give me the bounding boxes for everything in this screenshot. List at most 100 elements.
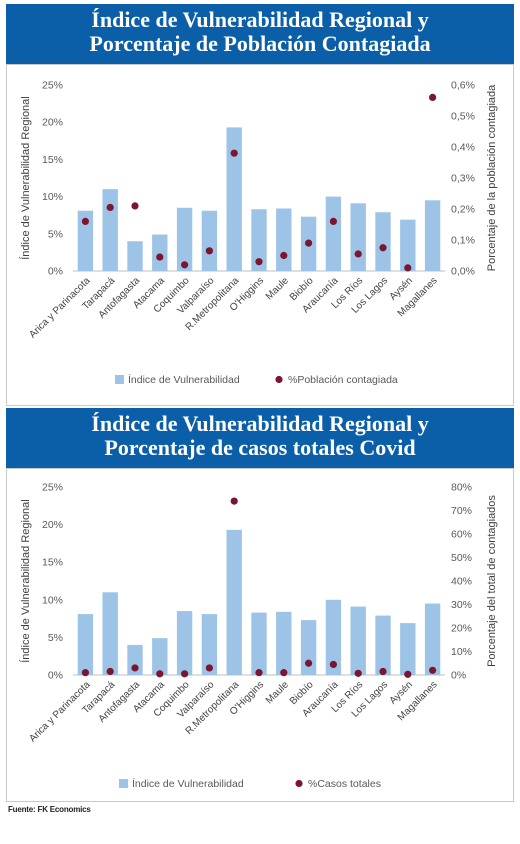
data-point <box>255 258 263 266</box>
bar <box>152 234 168 271</box>
bar <box>201 614 218 675</box>
data-point <box>329 660 337 669</box>
y-tick-label: 25% <box>42 80 63 92</box>
y-tick-label: 25% <box>42 482 63 494</box>
data-point <box>305 659 313 667</box>
data-point <box>230 497 238 505</box>
y-axis-title: Índice de Vulnerabilidad Regional <box>19 499 32 663</box>
data-point <box>354 250 362 258</box>
data-point <box>81 217 89 225</box>
x-tick-label: Maule <box>264 679 291 706</box>
data-point <box>280 669 288 677</box>
data-point <box>404 264 412 272</box>
bar <box>325 599 342 675</box>
y2-tick-label: 30% <box>451 599 472 611</box>
y-tick-label: 5% <box>48 632 63 644</box>
data-point <box>106 203 114 212</box>
chart-title-2-line-2: Porcentaje de casos totales Covid <box>104 435 416 460</box>
data-point <box>131 202 139 210</box>
y2-axis-title: Porcentaje del total de contagiados <box>486 495 498 667</box>
chart-area-1: 0% 5% 10% 15% 20% 25% 0,0% 0,1% 0,2% 0,3% 0,4% 0,5%… <box>6 64 514 406</box>
bar <box>102 189 118 271</box>
y2-tick-label: 0,1% <box>451 235 475 247</box>
bar <box>424 200 441 271</box>
chart-svg-1: 0% 5% 10% 15% 20% 25% 0,0% 0,1% 0,2% 0,3% 0,4% 0,5%… <box>19 80 498 387</box>
legend-label-points: %Casos totales <box>308 778 381 790</box>
y-tick-label: 15% <box>42 154 63 166</box>
bar <box>375 212 391 271</box>
bar <box>400 219 416 271</box>
y2-tick-label: 0,0% <box>451 266 475 278</box>
chart-title-1: Índice de Vulnerabilidad Regional y Porc… <box>6 4 514 64</box>
bar <box>201 210 218 271</box>
legend-swatch-points <box>295 779 303 788</box>
data-point <box>181 261 189 269</box>
y-tick-label: 5% <box>48 228 63 240</box>
data-point <box>205 247 213 255</box>
bar <box>424 603 441 675</box>
y-axis-title: Índice de Vulnerabilidad Regional <box>19 96 32 260</box>
bar <box>350 203 366 271</box>
chart-title-2-line-1: Índice de Vulnerabilidad Regional y <box>91 411 429 436</box>
bar <box>77 210 94 271</box>
y2-tick-label: 50% <box>451 552 472 564</box>
chart-title-1-line-2: Porcentaje de Población Contagiada <box>89 31 431 56</box>
bar <box>276 208 292 271</box>
y2-tick-label: 70% <box>451 505 472 517</box>
y2-tick-label: 0,6% <box>451 80 475 92</box>
y-tick-label: 10% <box>42 594 63 606</box>
y2-tick-label: 0% <box>451 670 466 682</box>
legend-swatch-bars <box>115 375 124 384</box>
y2-tick-label: 0,3% <box>451 173 475 185</box>
chart-title-2: Índice de Vulnerabilidad Regional y Porc… <box>6 408 514 468</box>
bar <box>251 612 267 675</box>
bar <box>276 611 292 675</box>
legend-label-bars: Índice de Vulnerabilidad <box>128 373 240 386</box>
y-tick-label: 0% <box>48 266 63 278</box>
y2-tick-label: 0,5% <box>451 111 475 123</box>
data-point <box>305 239 313 247</box>
y2-tick-label: 40% <box>451 576 472 588</box>
data-point <box>205 664 213 672</box>
bar <box>400 623 416 675</box>
bar <box>350 606 366 675</box>
bar <box>77 614 94 675</box>
x-tick-label: Maule <box>264 275 291 302</box>
data-point <box>181 670 189 678</box>
y-tick-label: 10% <box>42 191 63 203</box>
bar <box>251 209 267 271</box>
data-point <box>379 667 387 676</box>
bar <box>102 592 118 675</box>
bar <box>176 207 193 271</box>
data-point <box>429 93 437 101</box>
data-point <box>329 217 337 225</box>
y2-tick-label: 20% <box>451 623 472 635</box>
y-tick-label: 0% <box>48 670 63 682</box>
bar <box>152 638 168 675</box>
data-point <box>81 669 89 677</box>
legend-swatch-points <box>275 375 283 384</box>
chart-svg-2: 0% 5% 10% 15% 20% 25% 0% 10% 20% 30% 40% 50% 60% 70% 8… <box>19 482 498 791</box>
data-point <box>379 244 387 252</box>
y2-axis-title: Porcentaje de la población contagiada <box>486 84 498 271</box>
y2-tick-label: 60% <box>451 529 472 541</box>
legend-swatch-bars <box>119 779 128 788</box>
y-tick-label: 20% <box>42 519 63 531</box>
y2-tick-label: 80% <box>451 482 472 494</box>
y-tick-label: 15% <box>42 557 63 569</box>
bar <box>127 241 143 271</box>
data-point <box>131 664 139 672</box>
bar <box>375 615 391 675</box>
data-point <box>255 669 263 677</box>
bar <box>300 620 317 675</box>
y2-tick-label: 0,2% <box>451 204 475 216</box>
data-point <box>106 667 114 676</box>
bar <box>226 529 242 675</box>
y-tick-label: 20% <box>42 117 63 129</box>
chart-area-2: 0% 5% 10% 15% 20% 25% 0% 10% 20% 30% 40% 50% 60% 70% 8… <box>6 468 514 802</box>
data-point <box>156 253 164 261</box>
bar <box>176 611 193 675</box>
chart-title-1-line-1: Índice de Vulnerabilidad Regional y <box>91 7 429 32</box>
data-point <box>230 149 238 157</box>
y2-tick-label: 0,4% <box>451 142 475 154</box>
